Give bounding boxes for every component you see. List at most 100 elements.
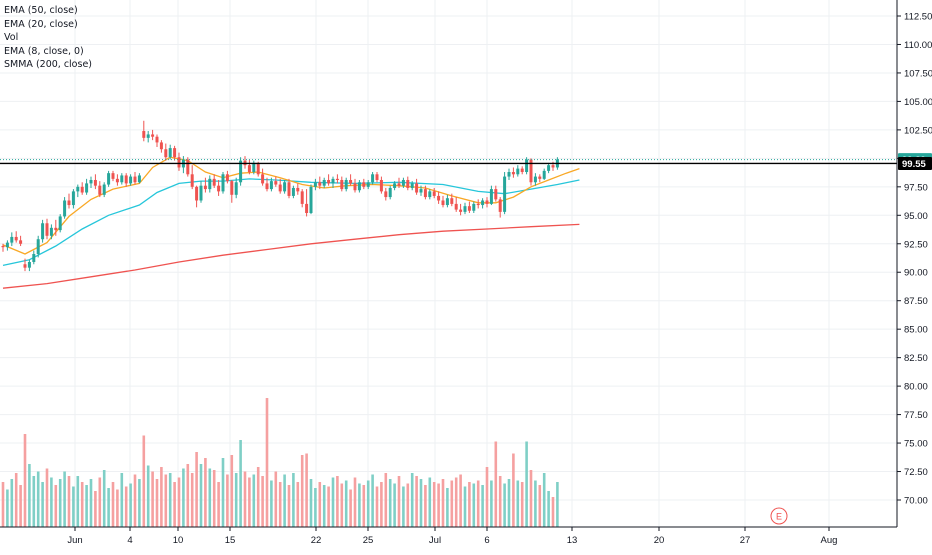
candle-body: [450, 198, 454, 204]
time-tick-label[interactable]: 4: [127, 535, 132, 546]
candle-body: [322, 179, 326, 186]
candle-body: [274, 181, 278, 185]
candle-body: [467, 206, 471, 211]
time-tick-label[interactable]: Jul: [429, 535, 441, 546]
volume-bar: [67, 476, 71, 527]
volume-bar: [221, 458, 225, 527]
volume-bar: [10, 479, 14, 527]
price-tick-label[interactable]: 95.00: [904, 211, 928, 222]
volume-bar: [410, 473, 414, 527]
price-tick-label[interactable]: 97.50: [904, 182, 928, 193]
candle-body: [415, 183, 419, 193]
candle-body: [428, 191, 432, 198]
candle-body: [115, 178, 119, 183]
volume-bar: [173, 482, 176, 527]
candle-body: [146, 134, 150, 138]
earnings-marker-label[interactable]: E: [776, 512, 782, 522]
candle-body: [137, 175, 141, 183]
volume-bar: [358, 483, 361, 527]
time-tick-label[interactable]: Jun: [67, 535, 82, 546]
volume-bar: [14, 473, 18, 527]
price-tick-label[interactable]: 80.00: [904, 382, 928, 393]
price-tick-label[interactable]: 85.00: [904, 325, 928, 336]
volume-bar: [516, 480, 520, 527]
volume-bar: [58, 479, 62, 527]
price-tick-label[interactable]: 112.50: [904, 12, 932, 23]
legend-ema8[interactable]: EMA (8, close, 0): [4, 45, 84, 57]
volume-bar: [375, 486, 379, 527]
candle-body: [27, 261, 31, 268]
candle-body: [54, 227, 58, 231]
volume-bar: [89, 479, 93, 527]
time-tick-label[interactable]: 13: [567, 535, 578, 546]
price-tick-label[interactable]: 82.50: [904, 353, 928, 364]
price-tick-label[interactable]: 102.50: [904, 125, 932, 136]
volume-bar: [512, 453, 515, 527]
price-tick-label[interactable]: 75.00: [904, 439, 928, 450]
price-tick-label[interactable]: 72.50: [904, 467, 928, 478]
price-tick-label[interactable]: 77.50: [904, 410, 928, 421]
volume-bar: [256, 467, 260, 527]
horizontal-levels[interactable]: [0, 159, 897, 165]
candle-body: [221, 174, 225, 192]
time-tick-label[interactable]: 6: [484, 535, 489, 546]
price-tick-label[interactable]: 90.00: [904, 268, 928, 279]
volume-bar: [551, 497, 555, 527]
price-tick-label[interactable]: 110.00: [904, 40, 932, 51]
candle-body: [177, 157, 181, 168]
price-tick-label[interactable]: 107.50: [904, 68, 932, 79]
time-tick-label[interactable]: 20: [654, 535, 665, 546]
legend-smma200[interactable]: SMMA (200, close): [4, 59, 92, 71]
candle-body: [300, 191, 304, 204]
price-tick-label[interactable]: 92.50: [904, 239, 928, 250]
legend-volume[interactable]: Vol: [4, 32, 19, 44]
time-tick-label[interactable]: 10: [173, 535, 184, 546]
candle-body: [14, 236, 18, 241]
candle-body: [401, 179, 405, 186]
volume-bar: [230, 455, 234, 527]
candle-body: [441, 200, 445, 206]
time-tick-label[interactable]: Aug: [821, 535, 838, 546]
price-tick-label[interactable]: 70.00: [904, 496, 928, 507]
time-tick-label[interactable]: 15: [225, 535, 236, 546]
ema50-line: [2, 178, 580, 267]
volume-bar: [459, 474, 462, 527]
volume-bar: [80, 482, 84, 527]
price-tick-label[interactable]: 87.50: [904, 296, 928, 307]
time-tick-label[interactable]: 25: [363, 535, 374, 546]
volume-bar: [538, 485, 542, 527]
candle-body: [498, 199, 502, 212]
level-price-badge[interactable]: 99.55: [902, 159, 926, 170]
candle-body: [547, 165, 551, 171]
candle-body: [437, 195, 441, 201]
candle-body: [89, 179, 93, 184]
candle-body: [98, 185, 102, 195]
earnings-marker-icon[interactable]: [770, 507, 788, 525]
candle-body: [538, 176, 542, 179]
candle-body: [85, 183, 89, 193]
volume-bar: [485, 467, 489, 527]
volume-bar: [133, 474, 137, 527]
volume-bar: [19, 485, 22, 527]
legend-ema20[interactable]: EMA (20, close): [4, 18, 78, 30]
level-price-badge-bg[interactable]: [898, 156, 932, 170]
volume-bar: [142, 435, 146, 527]
volume-bar: [371, 474, 374, 527]
volume-bar: [102, 470, 106, 527]
candle-body: [80, 186, 84, 193]
legend-ema50[interactable]: EMA (50, close): [4, 5, 78, 16]
volume-bar: [344, 480, 348, 527]
candle-body: [388, 187, 392, 198]
volume-bar: [542, 473, 546, 527]
volume-bar: [168, 473, 172, 527]
volume-bars: [1, 398, 559, 527]
time-tick-label[interactable]: 22: [311, 535, 322, 546]
candle-body: [296, 187, 300, 192]
candle-body: [340, 179, 344, 190]
candle-body: [362, 182, 366, 187]
price-tick-label[interactable]: 105.00: [904, 97, 932, 108]
time-tick-label[interactable]: 27: [740, 535, 751, 546]
